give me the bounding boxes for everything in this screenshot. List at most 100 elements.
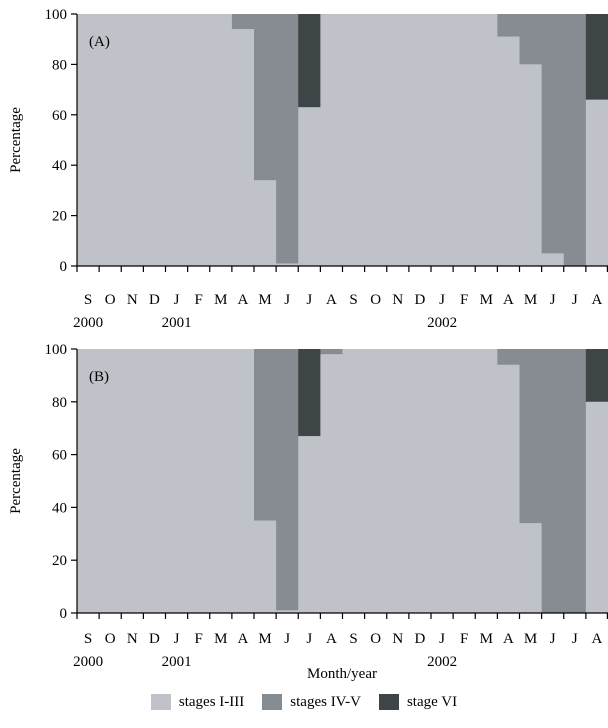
panel-a-x-tick-label: F <box>195 292 203 308</box>
panel-a-year-label: 2001 <box>162 315 192 331</box>
panel-b-bar-1-5 <box>187 349 211 613</box>
panel-b-x-tick-label: A <box>326 631 337 647</box>
panel-a-bar-2-7 <box>231 14 255 30</box>
legend-label-stages-iv-v: stages IV-V <box>290 693 361 710</box>
panel-a-bar-1-18 <box>475 14 498 266</box>
panel-b-x-tick-label: S <box>84 631 92 647</box>
panel-b-x-tick-label: O <box>105 631 116 647</box>
panel-a-bar-1-9 <box>276 263 299 266</box>
panel-b-bar-1-12 <box>342 349 366 613</box>
panel-b-x-tick-label: J <box>550 631 556 647</box>
panel-a-bar-3-23 <box>585 14 608 100</box>
panel-b-bar-1-9 <box>276 610 299 613</box>
legend-swatch-stages-i-iii <box>150 694 171 710</box>
panel-b-x-tick-label: J <box>174 631 180 647</box>
panel-a-bar-2-20 <box>519 14 543 65</box>
legend: stages I-III stages IV-V stage VI <box>0 690 608 714</box>
panel-a-bar-1-14 <box>386 14 410 266</box>
panel-b-x-tick-label: F <box>195 631 203 647</box>
panel-b-x-tick-label: D <box>415 631 426 647</box>
panel-a-x-tick-label: A <box>238 292 249 308</box>
panel-b-x-tick-label: J <box>306 631 312 647</box>
panel-b-bar-1-23 <box>585 401 608 613</box>
panel-a-bar-1-2 <box>121 14 144 266</box>
panel-b-bar-1-13 <box>364 349 388 613</box>
panel-b-x-tick-label: A <box>503 631 514 647</box>
panel-a-bar-1-20 <box>519 64 543 267</box>
panel-b-bar-2-8 <box>254 349 277 521</box>
panel-a-bar-1-11 <box>320 14 344 266</box>
panel-a-x-tick-label: A <box>592 292 603 308</box>
panel-a-bar-1-7 <box>231 29 255 267</box>
panel-b-bar-2-22 <box>563 349 587 613</box>
panel-b-x-tick-label: J <box>284 631 290 647</box>
panel-a-bar-1-4 <box>165 14 189 266</box>
panel-a-y-tick-label: 80 <box>52 57 67 73</box>
legend-item-stages-i-iii: stages I-III <box>150 693 245 711</box>
panel-a-bar-2-21 <box>541 14 565 254</box>
panel-a-bar-1-19 <box>497 36 521 267</box>
panel-b-x-tick-label: M <box>524 631 537 647</box>
panel-a-bar-1-15 <box>408 14 432 266</box>
legend-label-stage-vi: stage VI <box>406 693 458 710</box>
panel-b-x-tick-label: J <box>439 631 445 647</box>
panel-a-x-tick-label: A <box>326 292 337 308</box>
panel-b-label: (B) <box>89 369 109 385</box>
panel-b-bar-1-17 <box>453 349 476 613</box>
panel-b-bar-1-20 <box>519 523 543 613</box>
panel-a-x-tick-label: M <box>258 292 271 308</box>
panel-a-bar-1-1 <box>99 14 122 266</box>
panel-b-x-axis-title: Month/year <box>307 666 377 682</box>
panel-b-bar-1-8 <box>254 520 277 613</box>
legend-item-stage-vi: stage VI <box>378 693 458 711</box>
panel-a-label: (A) <box>89 34 110 50</box>
panel-a-x-tick-label: O <box>370 292 381 308</box>
panel-a-y-axis-title: Percentage <box>8 107 24 173</box>
panel-a-x-tick-label: J <box>174 292 180 308</box>
legend-item-stages-iv-v: stages IV-V <box>262 694 361 711</box>
panel-a-bar-1-23 <box>585 99 608 267</box>
panel-b-x-tick-label: N <box>392 631 403 647</box>
panel-a-y-tick-label: 20 <box>52 209 67 225</box>
panel-b-bar-1-7 <box>231 349 255 613</box>
panel-b-x-tick-label: D <box>149 631 160 647</box>
panel-a-bar-1-6 <box>209 14 233 266</box>
panel-b-x-tick-label: J <box>572 631 578 647</box>
panel-b-y-tick-label: 60 <box>52 448 67 464</box>
panel-a-x-tick-label: J <box>439 292 445 308</box>
panel-a-bar-1-17 <box>453 14 476 266</box>
panel-b-x-tick-label: O <box>370 631 381 647</box>
panel-a-x-tick-label: J <box>572 292 578 308</box>
panel-a-x-tick-label: D <box>415 292 426 308</box>
panel-a-x-tick-label: N <box>127 292 138 308</box>
panel-b-x-tick-label: M <box>480 631 493 647</box>
legend-label-stages-i-iii: stages I-III <box>178 693 245 710</box>
panel-b-bar-2-19 <box>497 349 521 365</box>
panel-a-bar-2-9 <box>276 14 299 264</box>
panel-a-x-tick-label: O <box>105 292 116 308</box>
panel-b-bar-1-2 <box>121 349 144 613</box>
panel-b-x-tick-label: A <box>592 631 603 647</box>
panel-a-x-tick-label: F <box>460 292 468 308</box>
panel-a-bar-2-22 <box>563 14 587 266</box>
panel-b-x-tick-label: M <box>214 631 227 647</box>
panel-a-y-tick-label: 60 <box>52 108 67 124</box>
panel-b-year-label: 2002 <box>427 654 457 670</box>
panel-b-x-tick-label: N <box>127 631 138 647</box>
panel-b-bar-3-23 <box>585 349 608 402</box>
panel-a-bar-1-12 <box>342 14 366 266</box>
panel-a-x-tick-label: J <box>284 292 290 308</box>
panel-b-bar-1-3 <box>143 349 167 613</box>
panel-b-bar-1-15 <box>408 349 432 613</box>
panel-b-year-label: 2000 <box>73 654 103 670</box>
panel-b-year-label: 2001 <box>162 654 192 670</box>
panel-a-bar-1-21 <box>541 253 565 266</box>
panel-a-year-label: 2002 <box>427 315 457 331</box>
panel-b-bar-1-10 <box>298 436 321 613</box>
panel-a-bar-1-8 <box>254 180 277 266</box>
panel-a-x-tick-label: N <box>392 292 403 308</box>
panel-b-y-tick-label: 80 <box>52 395 67 411</box>
panel-b-bar-1-1 <box>99 349 122 613</box>
panel-b-bar-2-9 <box>276 349 299 611</box>
